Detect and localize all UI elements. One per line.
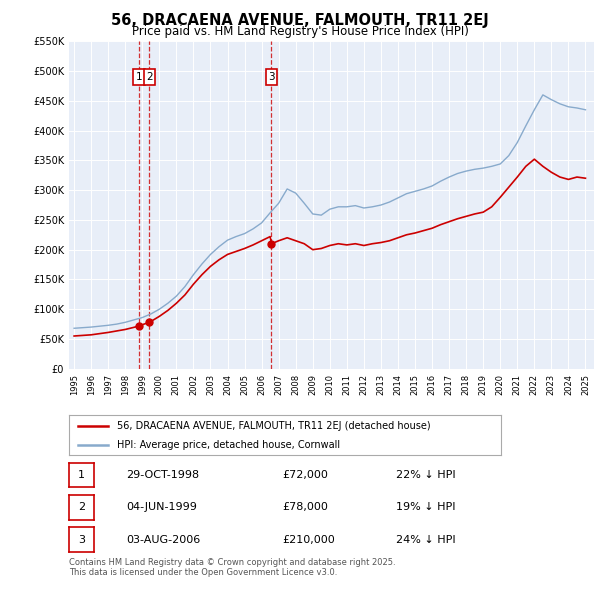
Text: Price paid vs. HM Land Registry's House Price Index (HPI): Price paid vs. HM Land Registry's House … (131, 25, 469, 38)
Text: 1: 1 (78, 470, 85, 480)
Text: 24% ↓ HPI: 24% ↓ HPI (396, 535, 455, 545)
Text: 56, DRACAENA AVENUE, FALMOUTH, TR11 2EJ (detached house): 56, DRACAENA AVENUE, FALMOUTH, TR11 2EJ … (116, 421, 430, 431)
Text: 22% ↓ HPI: 22% ↓ HPI (396, 470, 455, 480)
Text: £72,000: £72,000 (282, 470, 328, 480)
Text: 29-OCT-1998: 29-OCT-1998 (126, 470, 199, 480)
Text: 19% ↓ HPI: 19% ↓ HPI (396, 503, 455, 512)
Text: 2: 2 (146, 72, 153, 82)
Text: 3: 3 (268, 72, 275, 82)
Text: £210,000: £210,000 (282, 535, 335, 545)
Text: 56, DRACAENA AVENUE, FALMOUTH, TR11 2EJ: 56, DRACAENA AVENUE, FALMOUTH, TR11 2EJ (111, 13, 489, 28)
Text: 2: 2 (78, 503, 85, 512)
Text: Contains HM Land Registry data © Crown copyright and database right 2025.
This d: Contains HM Land Registry data © Crown c… (69, 558, 395, 577)
Text: 1: 1 (136, 72, 143, 82)
Text: 3: 3 (78, 535, 85, 545)
Text: £78,000: £78,000 (282, 503, 328, 512)
Text: 04-JUN-1999: 04-JUN-1999 (126, 503, 197, 512)
Text: HPI: Average price, detached house, Cornwall: HPI: Average price, detached house, Corn… (116, 440, 340, 450)
Text: 03-AUG-2006: 03-AUG-2006 (126, 535, 200, 545)
